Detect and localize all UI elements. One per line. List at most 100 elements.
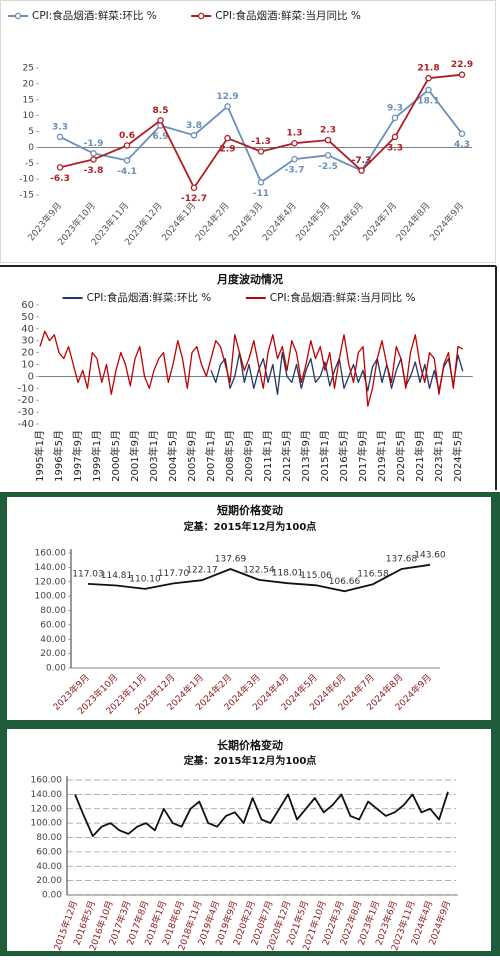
y-tick-label: 0.00 [42,891,62,901]
data-label: 8.5 [153,106,169,116]
data-label: 114.81 [101,571,133,581]
x-tick-label: 2013年9月 [299,430,312,482]
chart-title: 长期价格变动 [217,738,283,752]
y-tick-label: -30 [18,407,34,418]
y-tick-label: 60.00 [40,620,66,630]
x-tick-label: 2017年9月 [356,430,369,482]
data-label: 143.60 [414,550,446,560]
x-tick-label: 1997年9月 [71,430,84,482]
y-tick-label: 120.00 [31,804,63,814]
data-label: 117.70 [158,569,190,579]
y-tick-label: -10 [19,175,34,185]
data-label: 137.69 [215,555,247,565]
y-tick-label: 80.00 [40,606,66,616]
x-tick-label: 2001年9月 [128,430,141,482]
y-tick-label: 160.00 [31,776,63,786]
y-tick-label: 30 [21,336,34,347]
legend-label: CPI:食品烟酒:鲜菜:环比 % [87,291,212,304]
data-label: 118.01 [272,569,304,579]
point [224,134,231,142]
data-label: 21.8 [417,64,439,74]
data-label: 6.9 [153,132,169,142]
point [458,130,466,137]
point [458,71,466,78]
point [257,179,265,186]
y-tick-label: 120.00 [35,577,67,587]
data-label: 117.03 [72,569,104,579]
data-label: 106.66 [329,577,361,587]
point [190,184,198,191]
chart-title: 短期价格变动 [217,503,283,517]
y-tick-label: 0.00 [46,664,66,674]
y-tick-label: 40.00 [36,862,62,872]
point [157,117,164,124]
x-tick-label: 2012年5月 [280,430,293,482]
x-tick-label: 1996年5月 [52,430,65,482]
y-tick-label: 20.00 [36,876,62,886]
data-label: 122.17 [186,566,218,576]
x-tick-label: 2008年5月 [223,430,236,482]
x-tick-label: 2023年1月 [432,430,445,482]
point [257,148,265,155]
data-label: 22.9 [451,60,473,70]
point [391,133,399,141]
data-label: -1.9 [84,139,104,149]
y-tick-label: 20.00 [40,649,66,659]
x-tick-label: 2016年5月 [337,430,350,482]
data-label: 115.06 [300,571,332,581]
point [56,133,64,141]
y-tick-label: 20 [21,348,34,359]
legend-marker [197,12,205,20]
y-tick-label: 10 [23,111,35,121]
y-tick-label: 25 [23,64,34,74]
data-label: -3.7 [285,166,305,176]
data-label: 0.6 [119,131,135,141]
legend-label: CPI:食品烟酒:鲜菜:环比 % [32,9,157,22]
x-tick-label: 2003年1月 [147,430,160,482]
y-tick-label: -10 [18,383,34,394]
data-label: -3.8 [84,166,104,176]
y-tick-label: 80.00 [36,833,62,843]
data-label: -7.3 [352,156,372,166]
x-tick-label: 2019年1月 [375,430,388,482]
x-tick-label: 2020年5月 [394,430,407,482]
data-label: 18.1 [417,96,439,106]
series-line [210,351,464,395]
chart-subtitle: 定基：2015年12月为100点 [184,754,317,767]
y-tick-label: 10 [21,360,34,371]
point [291,155,298,163]
data-label: 9.3 [387,103,403,113]
data-label: 122.54 [243,565,275,575]
data-label: -1.3 [251,137,271,147]
y-tick-label: 0 [28,371,34,382]
legend-label: CPI:食品烟酒:鲜菜:当月同比 % [215,9,361,22]
y-tick-label: 50 [21,312,34,323]
point [90,156,97,163]
chart-title: 月度波动情况 [216,272,283,286]
x-tick-label: 2011年1月 [261,430,274,482]
series-line [87,563,431,593]
data-label: 12.9 [216,92,238,102]
y-tick-label: 20 [23,79,35,89]
data-label: 116.58 [357,570,389,580]
y-tick-label: 140.00 [35,563,67,573]
legend-label: CPI:食品烟酒:鲜菜:当月同比 % [270,291,416,304]
point [425,74,432,82]
panel-border [0,0,496,263]
y-tick-label: 5 [28,127,34,137]
data-label: 3.8 [186,121,202,131]
point [324,136,332,144]
y-tick-label: 60 [21,300,34,311]
y-tick-label: 40.00 [40,635,66,645]
point [391,114,399,122]
point [358,167,365,174]
panel [7,497,491,720]
x-tick-label: 2000年5月 [109,430,122,482]
x-tick-label: 2004年5月 [166,430,179,482]
data-label: 3.3 [52,122,68,132]
data-label: -6.3 [50,174,70,184]
series-line [74,791,449,837]
series-line [39,330,464,407]
y-tick-label: 60.00 [36,847,62,857]
